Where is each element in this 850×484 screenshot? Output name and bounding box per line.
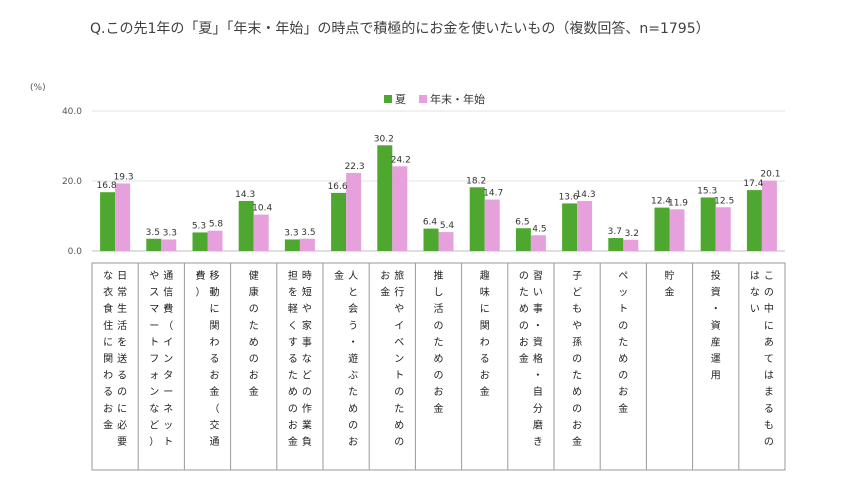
legend-label: 年末・年始: [430, 92, 485, 106]
category-label: お金: [380, 270, 390, 299]
y-tick-label: 40.0: [62, 107, 82, 117]
bar-newyear: [761, 180, 777, 251]
bar-newyear: [669, 209, 685, 251]
category-table: [91, 262, 786, 471]
category-label: 日常生活を送るのに必要: [117, 271, 127, 448]
value-label: 3.2: [625, 229, 639, 239]
value-label: 12.4: [651, 197, 671, 207]
value-label: 6.5: [515, 217, 529, 227]
category-label: 移動に関わるお金（交通: [210, 269, 220, 448]
bar-newyear: [530, 235, 546, 251]
bar-newyear: [577, 200, 593, 251]
category-label: 習い事・資格・自分磨き: [533, 270, 543, 448]
category-label: 費）: [196, 269, 206, 299]
value-label: 16.8: [97, 181, 117, 191]
bar-newyear: [299, 238, 315, 251]
category-label: はない: [750, 270, 760, 315]
value-label: 12.5: [714, 196, 734, 206]
legend-swatch: [384, 95, 392, 103]
value-label: 13.6: [559, 192, 579, 202]
category-label: 人と会う・遊ぶためのお: [348, 270, 358, 448]
value-label: 30.2: [374, 134, 394, 144]
value-label: 5.4: [440, 221, 455, 231]
value-label: 19.3: [114, 172, 134, 182]
bar-newyear: [392, 166, 408, 251]
bar-summer: [377, 145, 393, 251]
category-label: 趣味に関わるお金: [480, 269, 490, 398]
value-label: 5.3: [192, 221, 206, 231]
bar-summer: [146, 238, 162, 251]
category-label: 投資・資産運用: [711, 269, 721, 382]
value-label: 14.3: [576, 190, 596, 200]
value-label: 15.3: [697, 186, 717, 196]
bar-summer: [654, 207, 670, 251]
category-label: 時短や家事などの作業負: [302, 270, 312, 448]
value-label: 16.6: [328, 182, 348, 192]
bar-summer: [746, 190, 762, 251]
bar-newyear: [715, 207, 731, 251]
value-label: 3.3: [163, 228, 177, 238]
category-label: この中にあてはまるもの: [764, 271, 774, 448]
bar-newyear: [207, 230, 223, 251]
legend-swatch: [419, 95, 427, 103]
bar-summer: [331, 192, 347, 251]
y-tick-label: 20.0: [62, 177, 82, 187]
value-label: 3.5: [301, 228, 315, 238]
bar-summer: [238, 200, 254, 251]
bar-summer: [700, 197, 716, 251]
value-label: 3.3: [284, 228, 298, 238]
category-label: 子どもや孫のためのお金: [572, 270, 582, 448]
category-label: 推し活のためのお金: [434, 269, 444, 415]
value-label: 14.7: [483, 189, 503, 199]
bar-newyear: [438, 232, 454, 251]
value-label: 10.4: [252, 204, 272, 214]
bar-summer: [562, 203, 578, 251]
value-label: 24.2: [391, 155, 411, 165]
bar-summer: [192, 232, 208, 251]
bar-newyear: [623, 239, 639, 251]
category-label: 貯金: [665, 270, 675, 299]
value-label: 17.4: [743, 179, 763, 189]
bar-newyear: [346, 172, 362, 251]
bar-summer: [100, 192, 116, 251]
bar-newyear: [484, 199, 500, 251]
value-label: 18.2: [466, 176, 486, 186]
bar-summer: [284, 239, 300, 251]
y-tick-label: 0.0: [68, 247, 83, 257]
unit-label: (%): [30, 83, 46, 93]
value-label: 11.9: [668, 198, 688, 208]
value-label: 4.5: [532, 224, 546, 234]
value-label: 3.7: [608, 227, 622, 237]
bar-newyear: [161, 239, 177, 251]
category-label: ペットのためのお金: [618, 271, 628, 415]
bar-summer: [515, 228, 531, 251]
bar-newyear: [115, 183, 131, 251]
value-label: 3.5: [146, 228, 160, 238]
legend-label: 夏: [395, 93, 406, 106]
category-label: のためのお金: [519, 271, 529, 365]
value-label: 14.3: [235, 190, 255, 200]
bar-summer: [608, 238, 624, 251]
value-label: 22.3: [345, 162, 365, 172]
bar-summer: [423, 228, 439, 251]
value-label: 5.8: [209, 220, 224, 230]
value-label: 20.1: [760, 170, 780, 180]
category-label: 通信費（インターネット: [163, 270, 173, 448]
bar-newyear: [253, 214, 269, 251]
value-label: 6.4: [423, 218, 438, 228]
chart-title: Q.この先1年の「夏」「年末・年始」の時点で積極的にお金を使いたいもの（複数回答…: [90, 21, 710, 37]
category-label: 健康のためのお金: [249, 270, 259, 398]
category-label: 金: [334, 269, 344, 282]
category-label: 担を軽くするためのお金: [288, 270, 298, 448]
bar-summer: [469, 187, 485, 251]
category-label: 旅行やイベントのための: [394, 269, 404, 448]
category-label: やスマートフォンなど）: [149, 270, 159, 448]
category-label: な衣食住に関わるお金: [103, 270, 113, 431]
